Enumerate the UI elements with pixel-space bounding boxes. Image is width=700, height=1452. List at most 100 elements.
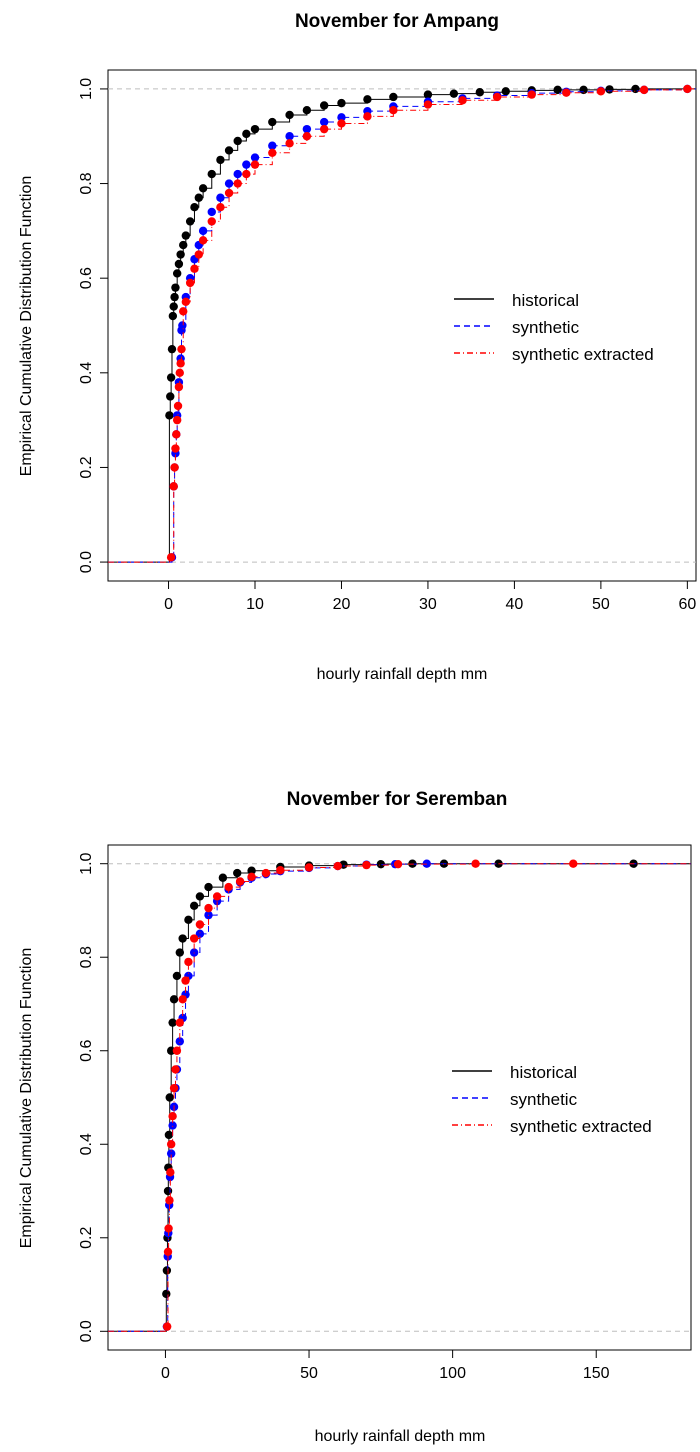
- ecdf-line-synthetic-extracted: [108, 863, 691, 1332]
- data-point-synthetic: [166, 1149, 176, 1158]
- data-point-synthetic-extracted: [235, 877, 245, 886]
- data-point-synthetic-extracted: [250, 160, 260, 169]
- data-point-synthetic-extracted: [164, 1224, 173, 1233]
- data-point-historical: [165, 1093, 174, 1102]
- data-point-synthetic-extracted: [319, 124, 329, 134]
- legend-label-synthetic: synthetic: [512, 318, 580, 337]
- data-point-synthetic-extracted: [163, 1247, 173, 1257]
- data-point-synthetic: [268, 141, 277, 150]
- chart-title: November for Ampang: [295, 11, 499, 32]
- data-point-synthetic-extracted: [170, 463, 179, 472]
- data-point-synthetic-extracted: [362, 860, 371, 870]
- data-point-historical: [165, 411, 174, 420]
- data-point-synthetic: [302, 124, 312, 134]
- data-point-synthetic-extracted: [181, 297, 191, 307]
- series-synthetic: [108, 84, 696, 563]
- data-point-synthetic-extracted: [178, 995, 187, 1004]
- ecdf-line-synthetic: [108, 863, 691, 1332]
- x-tick-label: 0: [161, 1365, 170, 1382]
- data-point-historical: [172, 971, 182, 981]
- data-point-synthetic-extracted: [268, 148, 277, 158]
- data-point-synthetic: [207, 207, 216, 217]
- x-tick-label: 20: [333, 596, 351, 613]
- data-point-synthetic-extracted: [458, 96, 467, 105]
- plot-frame: [107, 69, 697, 582]
- data-point-synthetic-extracted: [181, 976, 190, 985]
- data-point-synthetic-extracted: [212, 892, 222, 901]
- series-synthetic-extracted: [108, 84, 696, 563]
- data-point-synthetic-extracted: [207, 217, 216, 226]
- data-point-synthetic-extracted: [247, 872, 256, 881]
- data-point-synthetic: [168, 1121, 177, 1130]
- data-point-synthetic-extracted: [423, 100, 433, 109]
- x-tick-label: 50: [300, 1365, 318, 1382]
- data-point-synthetic-extracted: [172, 1046, 182, 1055]
- data-point-synthetic-extracted: [166, 1140, 176, 1149]
- data-point-synthetic-extracted: [195, 920, 205, 929]
- data-point-historical: [233, 868, 242, 878]
- data-point-synthetic-extracted: [162, 1322, 172, 1331]
- data-point-historical: [218, 873, 228, 882]
- data-point-historical: [163, 1186, 173, 1196]
- data-point-synthetic: [319, 117, 329, 127]
- data-point-historical: [475, 88, 485, 97]
- y-tick-label: 0.0: [78, 551, 95, 573]
- ecdf-line-synthetic-extracted: [108, 88, 696, 563]
- data-point-historical: [233, 136, 242, 146]
- data-point-historical: [216, 155, 225, 165]
- y-tick-label: 1.0: [78, 78, 95, 100]
- data-point-synthetic-extracted: [168, 1112, 177, 1121]
- data-point-synthetic-extracted: [683, 84, 692, 94]
- plot-frame: [107, 844, 692, 1351]
- data-point-historical: [166, 1046, 176, 1055]
- data-point-synthetic: [198, 226, 208, 236]
- series-layer: [108, 859, 691, 1332]
- axis-ticks: 0 50 100 150 0.0 0.2 0.4 0.6 0.8 1.0: [78, 852, 610, 1382]
- chart-ampang: November for Ampang 0 10 20 30 40 50 600.00.20…: [18, 11, 697, 683]
- data-point-synthetic-extracted: [224, 882, 233, 892]
- data-point-synthetic-extracted: [198, 236, 208, 245]
- data-point-historical: [164, 1130, 174, 1140]
- data-point-historical: [337, 98, 346, 108]
- data-point-synthetic: [285, 132, 294, 141]
- data-point-synthetic: [337, 113, 346, 122]
- data-point-historical: [162, 1289, 171, 1299]
- y-tick-label: 0.8: [78, 946, 95, 968]
- data-point-historical: [168, 1018, 177, 1027]
- x-tick-label: 50: [592, 596, 610, 613]
- ecdf-line-historical: [108, 863, 691, 1332]
- legend-label-synthetic-extracted: synthetic extracted: [512, 345, 654, 364]
- data-point-historical: [579, 85, 588, 95]
- reference-lines: [108, 863, 691, 1332]
- series-layer: [108, 84, 696, 563]
- data-point-synthetic: [178, 321, 187, 330]
- data-point-synthetic: [216, 193, 225, 202]
- y-axis-label: Empirical Cumulative Distribution Functi…: [18, 176, 35, 477]
- data-point-historical: [224, 146, 234, 155]
- data-point-historical: [195, 892, 205, 901]
- x-tick-label: 60: [678, 596, 696, 613]
- y-tick-label: 0.0: [78, 1320, 95, 1342]
- data-point-synthetic-extracted: [302, 132, 312, 141]
- data-point-synthetic-extracted: [562, 88, 571, 97]
- chart-seremban: November for Seremban 0 50 100 150 0.0 0.2 0.4…: [18, 789, 692, 1445]
- data-point-synthetic-extracted: [171, 444, 180, 453]
- data-point-historical: [207, 169, 216, 179]
- data-point-synthetic-extracted: [216, 203, 225, 212]
- data-point-historical: [190, 203, 199, 212]
- data-point-synthetic-extracted: [173, 401, 183, 411]
- y-tick-label: 0.4: [78, 1133, 95, 1155]
- ecdf-line-synthetic: [108, 88, 696, 563]
- data-point-historical: [242, 129, 251, 139]
- x-axis-label: hourly rainfall depth mm: [317, 666, 488, 683]
- y-tick-label: 1.0: [78, 852, 95, 874]
- data-point-synthetic-extracted: [285, 139, 294, 148]
- data-point-synthetic-extracted: [527, 90, 536, 99]
- axis-ticks: 0 10 20 30 40 50 60 0.0 0.2 0.4 0.6 0.8 1.0: [78, 78, 696, 613]
- data-point-historical: [302, 106, 312, 115]
- data-point-synthetic-extracted: [185, 278, 195, 288]
- data-point-historical: [169, 302, 178, 311]
- data-point-historical: [553, 85, 562, 95]
- data-point-historical: [363, 95, 372, 104]
- chart-title: November for Seremban: [287, 789, 508, 810]
